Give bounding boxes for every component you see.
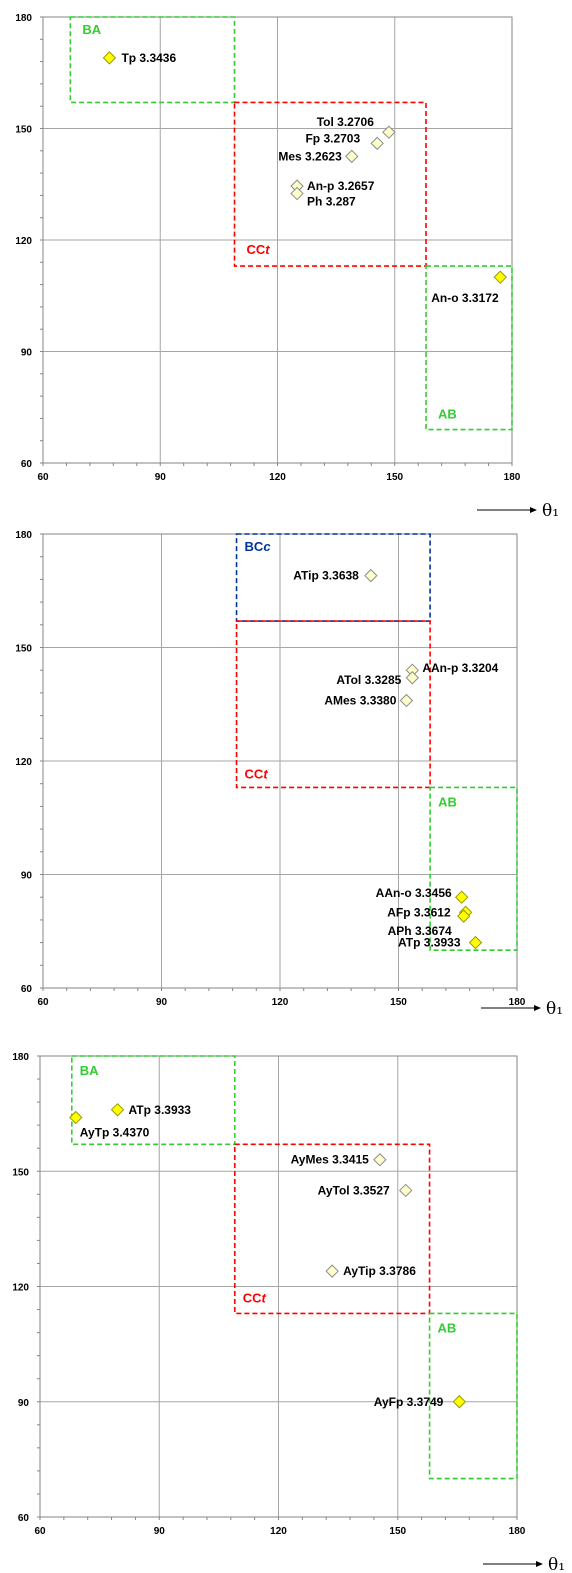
- y-tick-label: 150: [15, 125, 32, 136]
- scatter-chart-3: 60 90 120 150 180 60 90 120 150 180 BA CCt AB ATp 3.3…: [12, 1052, 565, 1573]
- point-label: ATp 3.3933: [129, 1103, 192, 1117]
- point-label: AyTol 3.3527: [318, 1183, 390, 1197]
- region-box-ab: [425, 265, 513, 431]
- point-label: Tol 3.2706: [317, 115, 374, 129]
- region-label: BCc: [245, 539, 272, 554]
- data-point: [290, 186, 304, 201]
- scatter-chart-2: 60 90 120 150 180 60 90 120 150 180 BCc CCt AB ATip 3…: [15, 530, 563, 1019]
- x-tick-label: 90: [154, 1526, 166, 1537]
- region-label: AB: [438, 407, 457, 422]
- x-tick-label: 150: [389, 1526, 406, 1537]
- x-tick-label: 120: [272, 997, 289, 1008]
- region-box-ab: [428, 1312, 518, 1480]
- point-label: AyFp 3.3749: [374, 1395, 444, 1409]
- y-tick-label: 180: [15, 13, 32, 24]
- x-tick-label: 150: [386, 472, 403, 483]
- region-label: BA: [80, 1063, 99, 1078]
- y-tick-label: 90: [18, 1398, 30, 1409]
- data-point: [468, 935, 483, 950]
- x-axis-label: θ₁: [542, 501, 559, 521]
- region-label: BA: [82, 22, 101, 37]
- x-tick-label: 60: [34, 1526, 46, 1537]
- point-label: Ph 3.287: [307, 195, 356, 209]
- arrow-head-icon: [534, 1005, 541, 1011]
- data-point: [370, 136, 384, 151]
- point-label: AFp 3.3612: [387, 905, 451, 919]
- point-label: AMes 3.3380: [324, 693, 396, 707]
- data-point: [456, 909, 471, 923]
- point-label: AAn-o 3.3456: [376, 886, 452, 900]
- data-point: [399, 693, 414, 708]
- y-tick-label: 150: [12, 1167, 29, 1178]
- region-box-ba: [69, 16, 236, 104]
- region-box-ba: [71, 1055, 236, 1146]
- region-label: AB: [438, 794, 457, 809]
- x-axis-label: θ₁: [548, 1555, 565, 1573]
- data-point: [69, 1110, 83, 1125]
- point-label: An-o 3.3172: [431, 291, 499, 305]
- x-tick-label: 90: [156, 997, 168, 1008]
- x-tick-label: 120: [270, 1526, 287, 1537]
- data-point: [364, 568, 378, 583]
- point-label: AyTip 3.3786: [343, 1264, 416, 1278]
- x-tick-label: 60: [37, 997, 49, 1008]
- arrow-head-icon: [530, 507, 537, 513]
- point-label: ATip 3.3638: [293, 569, 359, 583]
- region-label: CCt: [245, 766, 269, 781]
- region-label: CCt: [243, 1290, 267, 1305]
- y-tick-label: 60: [21, 459, 33, 470]
- data-point: [102, 51, 117, 65]
- point-label: Tp 3.3436: [121, 51, 176, 65]
- data-point: [454, 890, 469, 904]
- x-tick-label: 120: [269, 472, 286, 483]
- region-box-ab: [429, 786, 518, 951]
- x-tick-label: 60: [37, 472, 49, 483]
- y-tick-label: 120: [12, 1283, 29, 1294]
- y-tick-label: 60: [21, 984, 33, 995]
- y-tick-label: 180: [15, 530, 32, 541]
- data-point: [110, 1103, 125, 1117]
- point-label: AyMes 3.3415: [291, 1153, 370, 1167]
- point-label: AyTp 3.4370: [80, 1125, 150, 1139]
- region-box-cct: [235, 620, 431, 789]
- x-tick-label: 90: [155, 472, 167, 483]
- point-label: Fp 3.2703: [305, 131, 360, 145]
- x-tick-label: 150: [390, 997, 407, 1008]
- data-point: [493, 270, 507, 284]
- scatter-chart-1: 60 90 120 150 180 60 90 120 150 180 BA CCt AB Tp 3.34…: [15, 13, 559, 521]
- y-tick-label: 90: [21, 871, 33, 882]
- y-tick-label: 150: [15, 644, 32, 655]
- data-point: [398, 1183, 413, 1198]
- arrow-head-icon: [536, 1561, 543, 1567]
- data-point: [405, 671, 420, 685]
- region-box-cct: [233, 101, 427, 267]
- region-label: CCt: [247, 242, 271, 257]
- x-tick-label: 180: [509, 997, 526, 1008]
- point-label: APh 3.3674: [388, 924, 452, 938]
- y-tick-label: 120: [15, 236, 32, 247]
- data-point: [373, 1153, 387, 1167]
- point-label: Mes 3.2623: [278, 149, 342, 163]
- x-tick-label: 180: [509, 1526, 526, 1537]
- point-label: ATol 3.3285: [336, 673, 401, 687]
- data-point: [325, 1264, 339, 1278]
- point-label: ATp 3.3933: [398, 936, 461, 950]
- y-tick-label: 120: [15, 757, 32, 768]
- point-label: AAn-p 3.3204: [422, 661, 498, 675]
- data-point: [382, 125, 396, 139]
- data-point: [452, 1395, 467, 1409]
- y-tick-label: 90: [21, 348, 33, 359]
- y-tick-label: 60: [18, 1513, 30, 1524]
- point-label: An-p 3.2657: [307, 179, 375, 193]
- region-box-cct: [233, 1143, 431, 1315]
- x-axis-label: θ₁: [546, 999, 563, 1019]
- region-label: AB: [438, 1320, 457, 1335]
- x-tick-label: 180: [504, 472, 521, 483]
- data-point: [345, 149, 359, 164]
- y-tick-label: 180: [12, 1052, 29, 1063]
